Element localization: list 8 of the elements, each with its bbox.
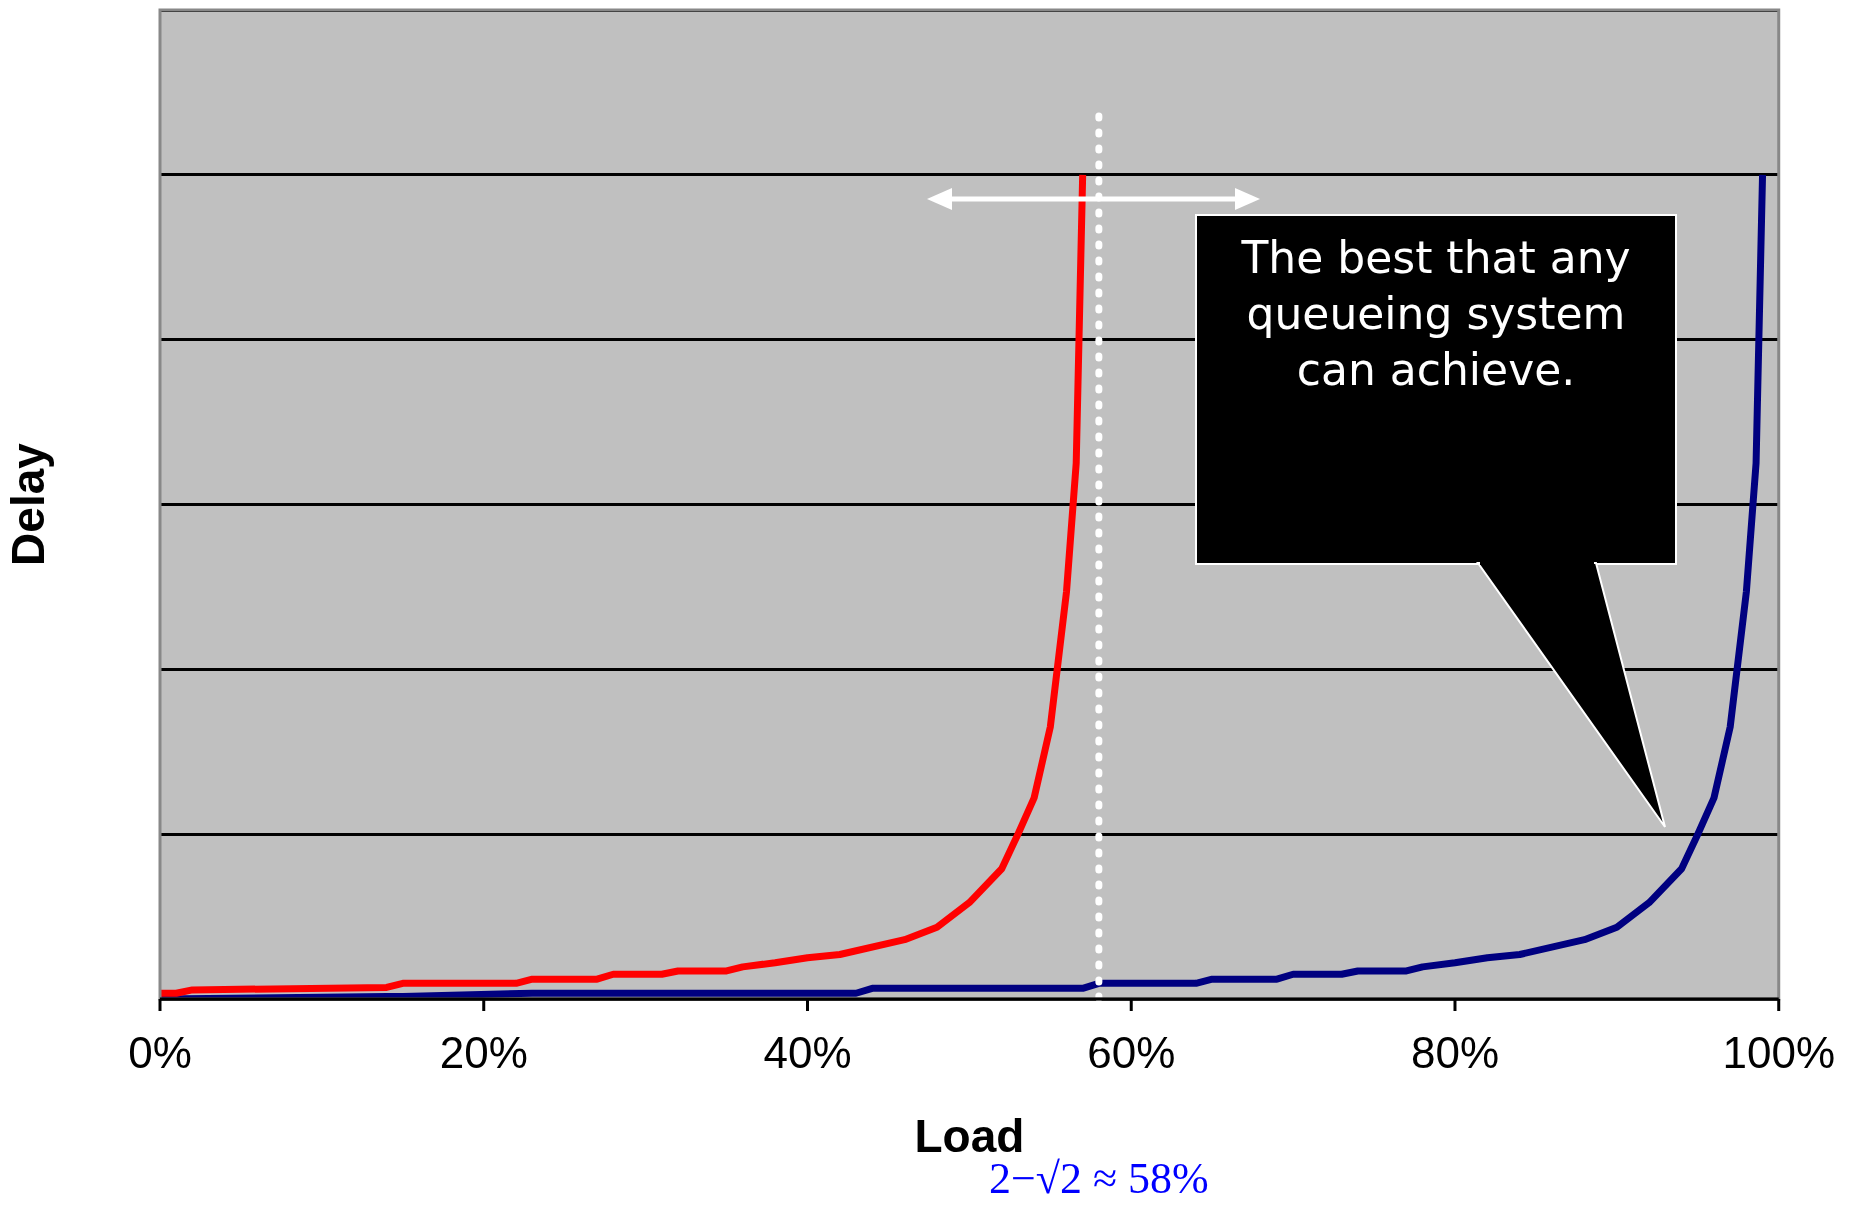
x-tick-label: 20%	[439, 1027, 528, 1077]
x-tick-label: 0%	[128, 1027, 192, 1077]
x-tick-label: 100%	[1722, 1027, 1836, 1077]
y-axis-title: Delay	[2, 442, 55, 566]
x-tick-label: 40%	[763, 1027, 852, 1077]
annotation: The best that any queueing system can achieve.	[1195, 214, 1677, 565]
x-tick-label: 60%	[1087, 1027, 1176, 1077]
x-tick-label: 80%	[1410, 1027, 1500, 1077]
